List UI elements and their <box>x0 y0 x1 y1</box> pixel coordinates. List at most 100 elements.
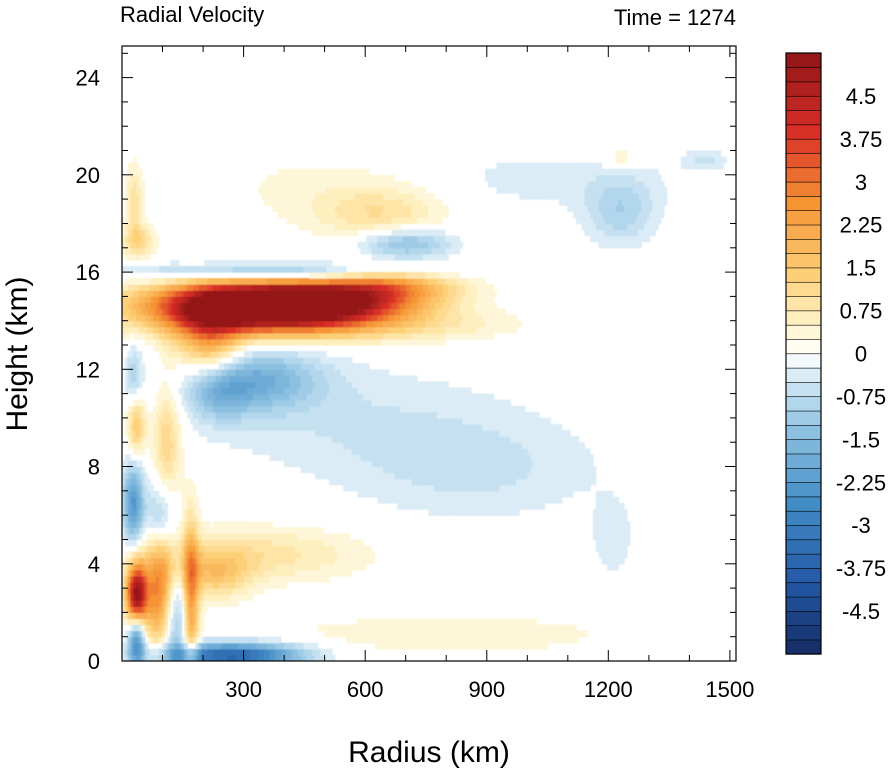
heatmap-cell <box>235 569 239 577</box>
heatmap-cell <box>164 624 168 632</box>
heatmap-cell <box>365 466 370 474</box>
heatmap-cell <box>178 648 183 656</box>
heatmap-cell <box>346 296 350 304</box>
heatmap-cell <box>320 417 325 425</box>
heatmap-cell <box>207 521 211 528</box>
heatmap-cell <box>388 624 393 632</box>
heatmap-cell <box>158 302 163 310</box>
heatmap-cell <box>255 551 259 559</box>
heatmap-cell <box>363 193 367 200</box>
heatmap-cell <box>258 521 262 528</box>
heatmap-cell <box>275 448 279 455</box>
heatmap-cell <box>289 363 293 370</box>
heatmap-cell <box>241 430 245 437</box>
heatmap-cell <box>303 265 308 273</box>
heatmap-cell <box>380 180 384 188</box>
heatmap-cell <box>354 199 359 206</box>
heatmap-cell <box>150 515 154 522</box>
heatmap-cell <box>289 539 293 547</box>
heatmap-cell <box>368 180 373 188</box>
heatmap-cell <box>323 399 327 407</box>
heatmap-cell <box>139 417 143 425</box>
heatmap-cell <box>309 454 313 462</box>
heatmap-cell <box>300 642 305 650</box>
heatmap-cell <box>124 369 129 376</box>
heatmap-cell <box>226 399 231 407</box>
heatmap-cell <box>340 357 344 364</box>
heatmap-cell <box>314 448 319 455</box>
heatmap-cell <box>184 478 188 486</box>
heatmap-cell <box>272 430 276 437</box>
heatmap-cell <box>357 618 361 626</box>
heatmap-cell <box>153 229 157 237</box>
heatmap-cell <box>300 527 305 534</box>
heatmap-cell <box>238 527 242 534</box>
heatmap-cell <box>201 308 205 316</box>
heatmap-cell <box>198 430 203 437</box>
heatmap-cell <box>130 460 134 468</box>
heatmap-cell <box>346 624 350 632</box>
heatmap-cell <box>340 472 344 480</box>
heatmap-cell <box>383 223 387 231</box>
heatmap-cell <box>127 588 132 595</box>
heatmap-cell <box>300 284 305 291</box>
heatmap-cell <box>363 381 367 389</box>
heatmap-cell <box>164 363 168 370</box>
heatmap-cell <box>139 527 143 534</box>
heatmap-cell <box>252 320 256 328</box>
heatmap-cell <box>255 582 259 589</box>
heatmap-cell <box>348 417 353 425</box>
heatmap-cell <box>130 326 134 334</box>
heatmap-cell <box>263 290 268 297</box>
heatmap-cell <box>249 320 254 328</box>
heatmap-cell <box>173 259 177 267</box>
heatmap-cell <box>153 448 157 455</box>
heatmap-cell <box>201 533 205 541</box>
heatmap-cell <box>218 545 222 553</box>
heatmap-cell <box>198 296 203 304</box>
heatmap-cell <box>312 193 316 200</box>
heatmap-cell <box>139 314 143 322</box>
heatmap-cell <box>303 363 308 370</box>
heatmap-cell <box>314 186 319 194</box>
heatmap-cell <box>323 533 327 541</box>
heatmap-cell <box>297 363 302 370</box>
heatmap-cell <box>360 338 364 346</box>
heatmap-cell <box>351 557 356 565</box>
heatmap-cell <box>312 387 316 395</box>
heatmap-cell <box>388 496 393 504</box>
heatmap-cell <box>170 344 174 352</box>
heatmap-cell <box>261 326 265 334</box>
heatmap-cell <box>314 411 319 419</box>
heatmap-cell <box>280 430 285 437</box>
heatmap-cell <box>280 320 285 328</box>
heatmap-cell <box>241 411 245 419</box>
heatmap-cell <box>261 302 265 310</box>
heatmap-cell <box>258 551 262 559</box>
heatmap-cell <box>249 265 254 273</box>
heatmap-cell <box>156 557 160 565</box>
heatmap-cell <box>266 381 271 389</box>
heatmap-cell <box>215 351 220 358</box>
heatmap-cell <box>226 259 231 267</box>
heatmap-cell <box>388 636 393 644</box>
heatmap-cell <box>258 375 262 383</box>
heatmap-cell <box>340 186 344 194</box>
heatmap-cell <box>192 612 197 620</box>
heatmap-cell <box>173 284 177 291</box>
heatmap-cell <box>161 642 166 650</box>
heatmap-cell <box>198 606 203 613</box>
heatmap-cell <box>229 326 234 334</box>
heatmap-cell <box>323 272 327 279</box>
heatmap-cell <box>388 472 393 480</box>
heatmap-cell <box>292 357 296 364</box>
heatmap-cell <box>195 278 200 285</box>
heatmap-cell <box>289 302 293 310</box>
heatmap-cell <box>238 393 242 401</box>
heatmap-cell <box>170 466 174 474</box>
heatmap-cell <box>187 381 191 389</box>
heatmap-cell <box>261 545 265 553</box>
heatmap-cell <box>158 265 163 273</box>
heatmap-cell <box>317 278 322 285</box>
heatmap-cell <box>249 399 254 407</box>
